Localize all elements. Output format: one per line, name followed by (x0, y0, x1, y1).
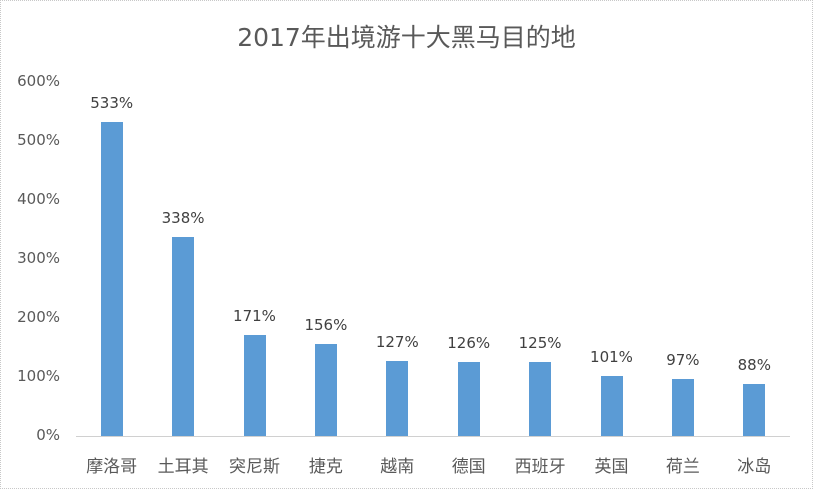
x-tick-label: 荷兰 (665, 457, 700, 477)
bar[interactable] (743, 384, 766, 436)
data-label: 338% (161, 208, 205, 227)
data-label: 125% (518, 334, 562, 353)
chart-title: 2017年出境游十大黑马目的地 (237, 23, 576, 52)
x-tick-label: 突尼斯 (229, 457, 280, 477)
bar[interactable] (314, 343, 337, 436)
bar[interactable] (457, 361, 480, 436)
data-label: 101% (590, 348, 633, 367)
bar[interactable] (671, 378, 694, 436)
x-tick-label: 冰岛 (737, 457, 772, 477)
y-tick-label: 400% (17, 190, 60, 208)
bar[interactable] (529, 362, 552, 436)
x-tick-label: 摩洛哥 (86, 457, 138, 477)
x-tick-label: 土耳其 (157, 457, 209, 477)
x-tick-label: 越南 (380, 457, 415, 477)
bar[interactable] (386, 361, 409, 436)
x-tick-label: 捷克 (308, 457, 343, 477)
y-tick-label: 600% (17, 72, 60, 90)
bar[interactable] (100, 121, 123, 436)
bar[interactable] (600, 376, 623, 436)
y-tick-label: 300% (17, 249, 60, 267)
y-tick-label: 0% (36, 426, 60, 444)
bar[interactable] (243, 335, 266, 436)
data-label: 97% (666, 350, 700, 369)
y-tick-label: 200% (17, 308, 60, 326)
x-axis-line (76, 436, 790, 437)
data-label: 533% (90, 93, 134, 112)
bar[interactable] (172, 236, 195, 436)
data-label: 126% (447, 333, 491, 352)
data-label: 171% (233, 307, 276, 326)
y-tick-label: 500% (17, 131, 60, 149)
data-label: 88% (737, 356, 771, 375)
x-tick-label: 英国 (594, 457, 629, 477)
x-tick-label: 德国 (451, 457, 486, 477)
y-tick-label: 100% (17, 367, 60, 385)
x-tick-label: 西班牙 (514, 457, 566, 477)
data-label: 156% (304, 315, 348, 334)
data-label: 127% (375, 333, 419, 352)
